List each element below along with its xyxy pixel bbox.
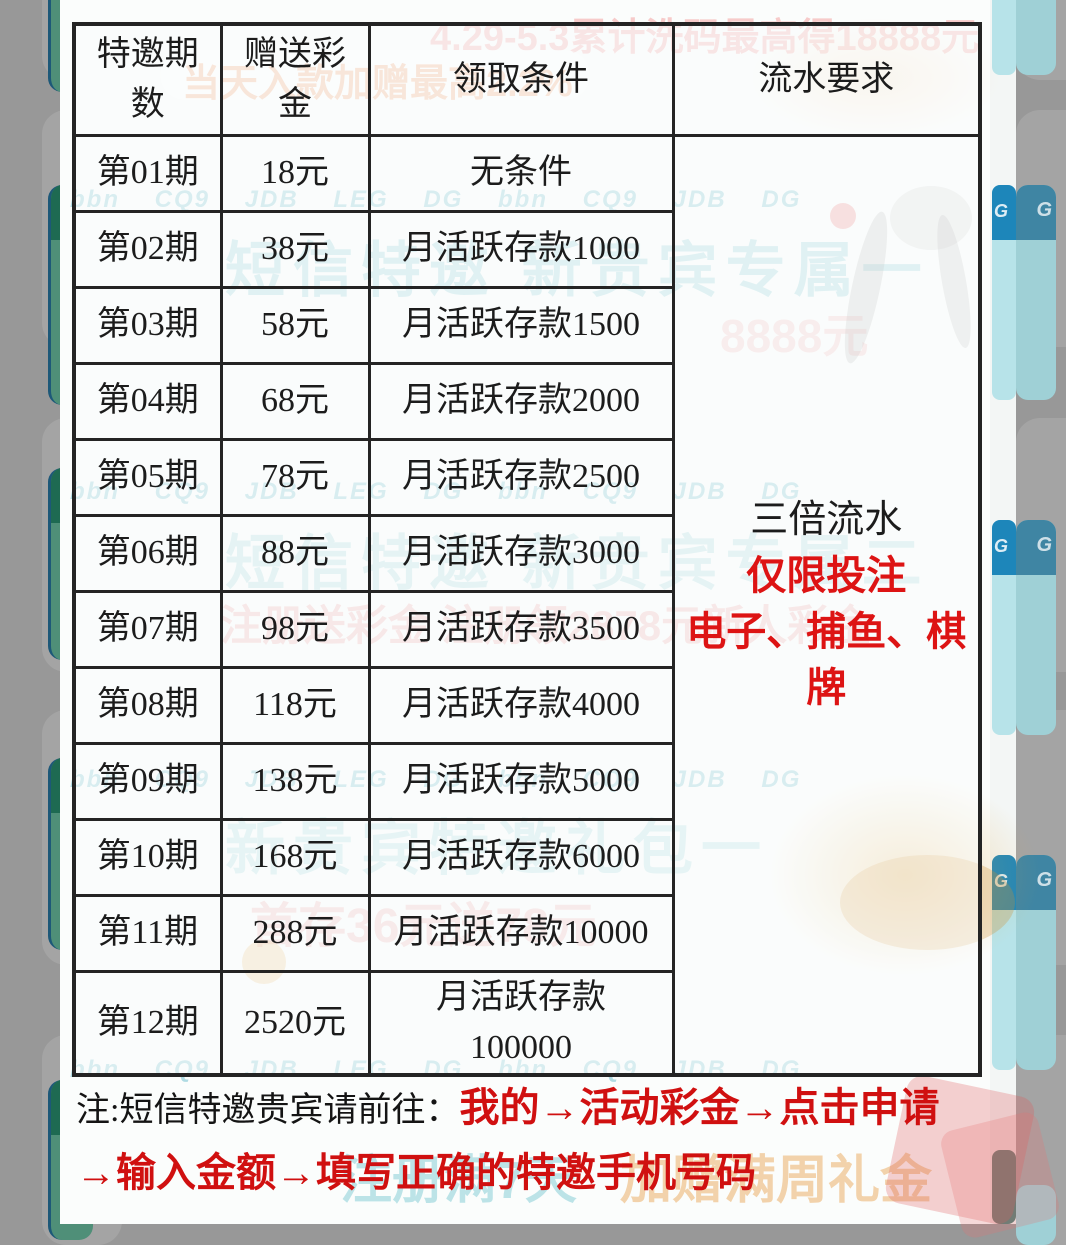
bonus-cell: 88元 [219, 513, 371, 593]
table-row: 第06期 88元 月活跃存款3000 [72, 513, 980, 593]
game-provider-logo-icon: G [992, 855, 1016, 910]
banner-sliver [992, 1150, 1016, 1224]
right-banner-pill: G [1016, 520, 1056, 735]
right-banner-pill: G [1016, 855, 1056, 1070]
bonus-cell: 58元 [219, 285, 371, 365]
condition-cell: 月活跃存款1500 [367, 285, 675, 365]
turnover-red-text-2: 电子、捕鱼、棋牌 [686, 610, 967, 711]
game-provider-logo-icon: G [1016, 520, 1056, 575]
condition-cell: 月活跃存款3000 [367, 513, 675, 593]
header-turnover: 流水要求 [671, 22, 982, 137]
header-period-label: 特邀期数 [96, 36, 199, 123]
note-black-text: 注:短信特邀贵宾请前往： [76, 1092, 460, 1129]
bonus-cell: 138元 [219, 741, 371, 821]
condition-cell: 月活跃存款3500 [367, 589, 675, 669]
bonus-cell: 288元 [219, 893, 371, 973]
table-row: 第01期 18元 无条件 三倍流水 仅限投注 电子、捕鱼、棋牌 [72, 133, 982, 1077]
period-cell: 第03期 [72, 285, 223, 365]
period-cell: 第05期 [72, 437, 223, 517]
condition-cell: 无条件 [367, 133, 675, 213]
table-row: 第12期 2520元 月活跃存款 100000 [72, 969, 980, 1077]
banner-strip: G G G [990, 0, 1016, 1224]
promo-card-overlay: 4.29-5.3累计洗码最高得18888元 当天入款加赠最高2.2% bbn C… [60, 0, 1062, 1241]
table-row: 第11期 288元 月活跃存款10000 [72, 893, 980, 973]
condition-cell: 月活跃存款4000 [367, 665, 675, 745]
bonus-cell: 38元 [219, 209, 371, 289]
bonus-cell: 2520元 [219, 969, 371, 1077]
condition-cell: 月活跃存款5000 [367, 741, 675, 821]
period-cell: 第07期 [72, 589, 223, 669]
period-cell: 第12期 [72, 969, 223, 1077]
bonus-cell: 78元 [219, 437, 371, 517]
banner-sliver: G [992, 520, 1016, 735]
game-provider-logo-icon: G [1016, 185, 1056, 240]
banner-sliver [992, 0, 1016, 75]
table-row: 第07期 98元 月活跃存款3500 [72, 589, 980, 669]
right-banner-pill [1016, 1185, 1056, 1245]
bonus-cell: 98元 [219, 589, 371, 669]
condition-cell: 月活跃存款1000 [367, 209, 675, 289]
period-cell: 第06期 [72, 513, 223, 593]
game-provider-logo-icon: G [1016, 855, 1056, 910]
bonus-cell: 18元 [219, 133, 371, 213]
header-bonus: 赠送彩金 [219, 22, 371, 137]
header-period: 特邀期数 [72, 22, 223, 137]
note-red-line1: 我的→活动彩金→点击申请 [459, 1086, 940, 1130]
period-cell: 第11期 [72, 893, 223, 973]
header-condition: 领取条件 [367, 22, 675, 137]
table-row: 第03期 58元 月活跃存款1500 [72, 285, 980, 365]
turnover-cell: 三倍流水 仅限投注 电子、捕鱼、棋牌 [671, 133, 982, 1077]
condition-cell: 月活跃存款2500 [367, 437, 675, 517]
bonus-cell: 168元 [219, 817, 371, 897]
condition-cell: 月活跃存款2000 [367, 361, 675, 441]
turnover-red-text-1: 仅限投注 [746, 554, 907, 599]
note-red-line2: →输入金额→填写正确的特邀手机号码 [76, 1151, 756, 1195]
invite-bonus-table: 特邀期数 赠送彩金 领取条件 流水要求 第01期 18元 无条件 三倍流水 仅限… [72, 22, 982, 1077]
banner-sliver: G [992, 855, 1016, 1070]
table-row: 第05期 78元 月活跃存款2500 [72, 437, 980, 517]
banner-sliver: G [992, 185, 1016, 400]
right-banner-pill [1016, 0, 1056, 75]
game-provider-logo-icon: G [992, 520, 1016, 575]
turnover-requirements: 三倍流水 仅限投注 电子、捕鱼、棋牌 [676, 493, 976, 716]
condition-cell: 月活跃存款6000 [367, 817, 675, 897]
right-banner-pill: G [1016, 185, 1056, 400]
table-row: 第10期 168元 月活跃存款6000 [72, 817, 980, 897]
period-cell: 第02期 [72, 209, 223, 289]
bonus-cell: 118元 [219, 665, 371, 745]
footer-note: 注:短信特邀贵宾请前往：我的→活动彩金→点击申请 →输入金额→填写正确的特邀手机… [76, 1080, 988, 1210]
period-cell: 第08期 [72, 665, 223, 745]
table-row: 第04期 68元 月活跃存款2000 [72, 361, 980, 441]
condition-cell: 月活跃存款 100000 [367, 969, 675, 1077]
turnover-black-text: 三倍流水 [750, 499, 903, 542]
period-cell: 第09期 [72, 741, 223, 821]
table-row: 第09期 138元 月活跃存款5000 [72, 741, 980, 821]
bonus-cell: 68元 [219, 361, 371, 441]
table-header-row: 特邀期数 赠送彩金 领取条件 流水要求 [72, 22, 982, 137]
header-bonus-label: 赠送彩金 [244, 36, 346, 123]
table-row: 第02期 38元 月活跃存款1000 [72, 209, 980, 289]
condition-cell: 月活跃存款10000 [367, 893, 675, 973]
period-cell: 第01期 [72, 133, 223, 213]
table-row: 第08期 118元 月活跃存款4000 [72, 665, 980, 745]
period-cell: 第10期 [72, 817, 223, 897]
game-provider-logo-icon: G [992, 185, 1016, 240]
period-cell: 第04期 [72, 361, 223, 441]
